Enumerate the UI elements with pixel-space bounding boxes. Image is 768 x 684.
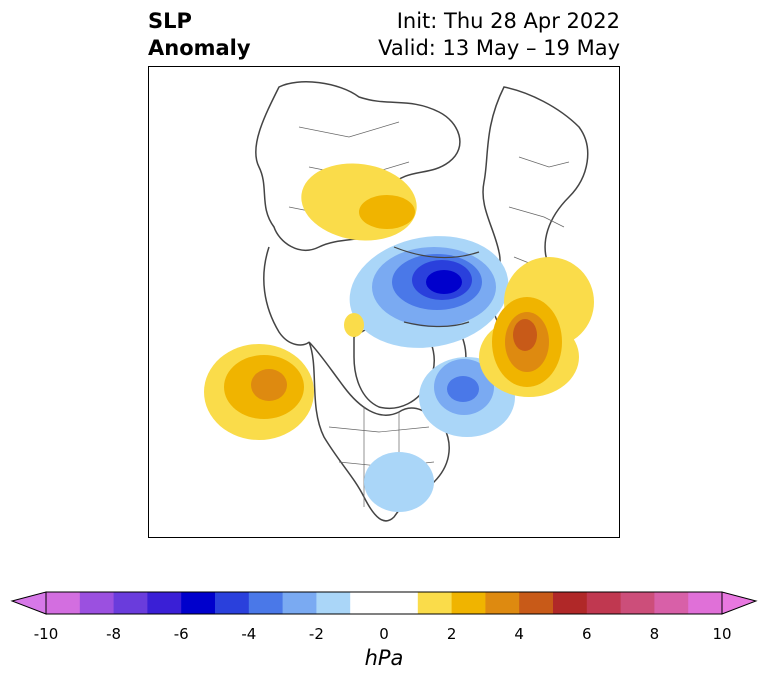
- colorbar-tick-label: 8: [649, 625, 660, 643]
- colorbar-cell: [316, 592, 351, 614]
- colorbar-cell: [282, 592, 317, 614]
- colorbar-tick-label: 6: [582, 625, 592, 643]
- colorbar-cell: [620, 592, 655, 614]
- colorbar-tick-label: 10: [712, 625, 732, 643]
- colorbar-cell: [451, 592, 486, 614]
- colorbar: [10, 591, 758, 615]
- colorbar-cell: [79, 592, 115, 614]
- colorbar-cell: [46, 592, 81, 614]
- colorbar-unit: hPa: [364, 646, 404, 670]
- colorbar-tick-label: 2: [446, 625, 457, 643]
- positive-anomaly-atlantic: [479, 257, 594, 397]
- colorbar-tick-label: 0: [379, 625, 389, 643]
- colorbar-min-extend: [10, 591, 47, 615]
- map-title: SLP Anomaly: [148, 8, 251, 62]
- colorbar-cell: [654, 592, 689, 614]
- colorbar-cell: [417, 592, 453, 614]
- colorbar-cell: [248, 592, 284, 614]
- colorbar-cell: [181, 592, 216, 614]
- positive-anomaly-pacific: [204, 313, 364, 440]
- colorbar-cell: [215, 592, 250, 614]
- colorbar-cell: [688, 592, 723, 614]
- negative-anomaly-arctic: [349, 236, 509, 348]
- map-panel: [148, 66, 620, 538]
- colorbar-tick-label: -6: [173, 625, 189, 643]
- forecast-dates: Init: Thu 28 Apr 2022 Valid: 13 May – 19…: [378, 8, 620, 62]
- title-line-2: Anomaly: [148, 36, 251, 60]
- init-date: Init: Thu 28 Apr 2022: [396, 9, 620, 33]
- positive-anomaly-siberia: [301, 163, 417, 241]
- colorbar-cell: [113, 592, 148, 614]
- colorbar-tick-label: 4: [514, 625, 524, 643]
- colorbar-cell: [519, 592, 554, 614]
- colorbar-cell: [350, 592, 385, 614]
- colorbar-cell: [586, 592, 622, 614]
- title-line-1: SLP: [148, 9, 192, 33]
- colorbar-cell: [147, 592, 182, 614]
- colorbar-cell: [485, 592, 520, 614]
- anomaly-map: [204, 81, 594, 522]
- colorbar-tick-label: -4: [241, 625, 257, 643]
- colorbar-cell: [384, 592, 419, 614]
- colorbar-max-extend: [721, 591, 758, 615]
- colorbar-cell: [553, 592, 588, 614]
- colorbar-tick-label: -8: [106, 625, 122, 643]
- colorbar-tick-label: -2: [308, 625, 324, 643]
- valid-date: Valid: 13 May – 19 May: [378, 36, 620, 60]
- colorbar-tick-label: -10: [33, 625, 59, 643]
